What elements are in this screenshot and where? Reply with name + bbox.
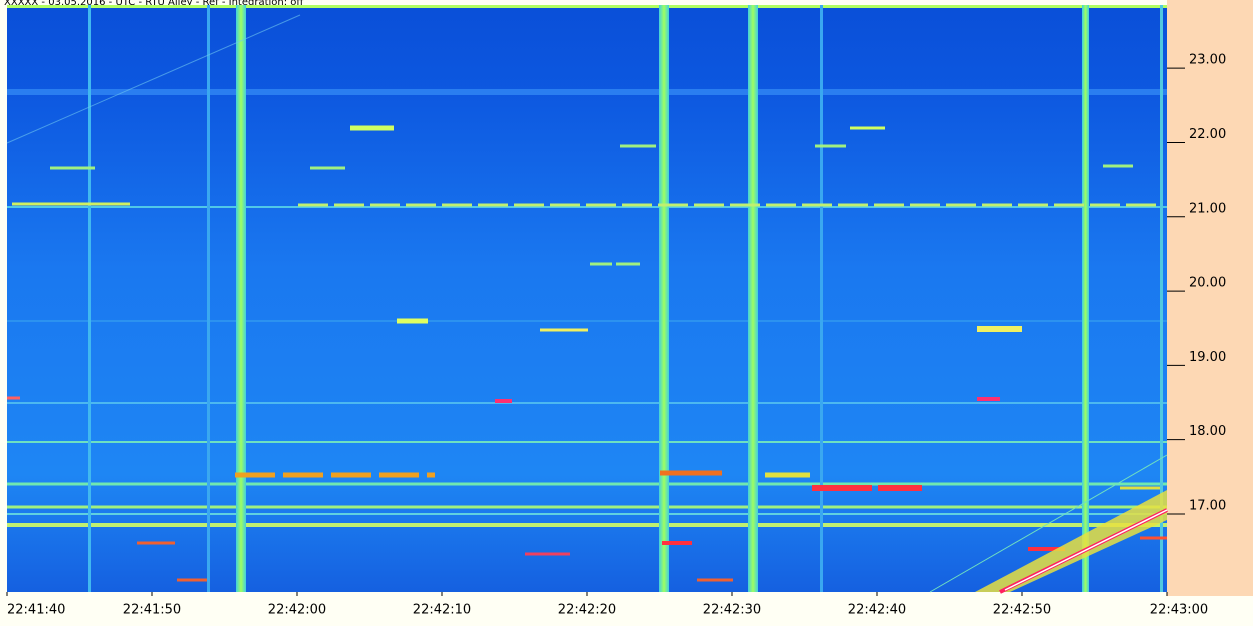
axes: 17.00 18.00 19.00 20.00 21.00 22.00 23.00 22:41… [6,53,1226,618]
y-tick-label: 18.00 [1189,424,1226,439]
x-tick-label: 22:42:20 [558,603,616,618]
x-tick-label: 22:42:30 [703,603,761,618]
spectrogram [6,5,1168,594]
chart-title: XXXXX - 03.05.2016 - UTC - RTU Alley - R… [4,0,304,8]
y-tick-label: 21.00 [1189,201,1226,216]
x-tick-label: 22:41:50 [123,603,181,618]
y-tick-label: 17.00 [1189,498,1226,513]
x-tick-label: 22:43:00 [1150,603,1208,618]
x-tick-label: 22:42:40 [848,603,906,618]
title-bar [0,0,1167,5]
y-tick-label: 23.00 [1189,53,1226,68]
y-tick-label: 19.00 [1189,350,1226,365]
y-tick-label: 20.00 [1189,276,1226,291]
x-tick-label: 22:41:40 [7,603,65,618]
x-tick-label: 22:42:00 [268,603,326,618]
x-tick-label: 22:42:10 [413,603,471,618]
y-tick-label: 22.00 [1189,127,1226,142]
x-tick-label: 22:42:50 [993,603,1051,618]
axis-panel [1167,0,1253,596]
